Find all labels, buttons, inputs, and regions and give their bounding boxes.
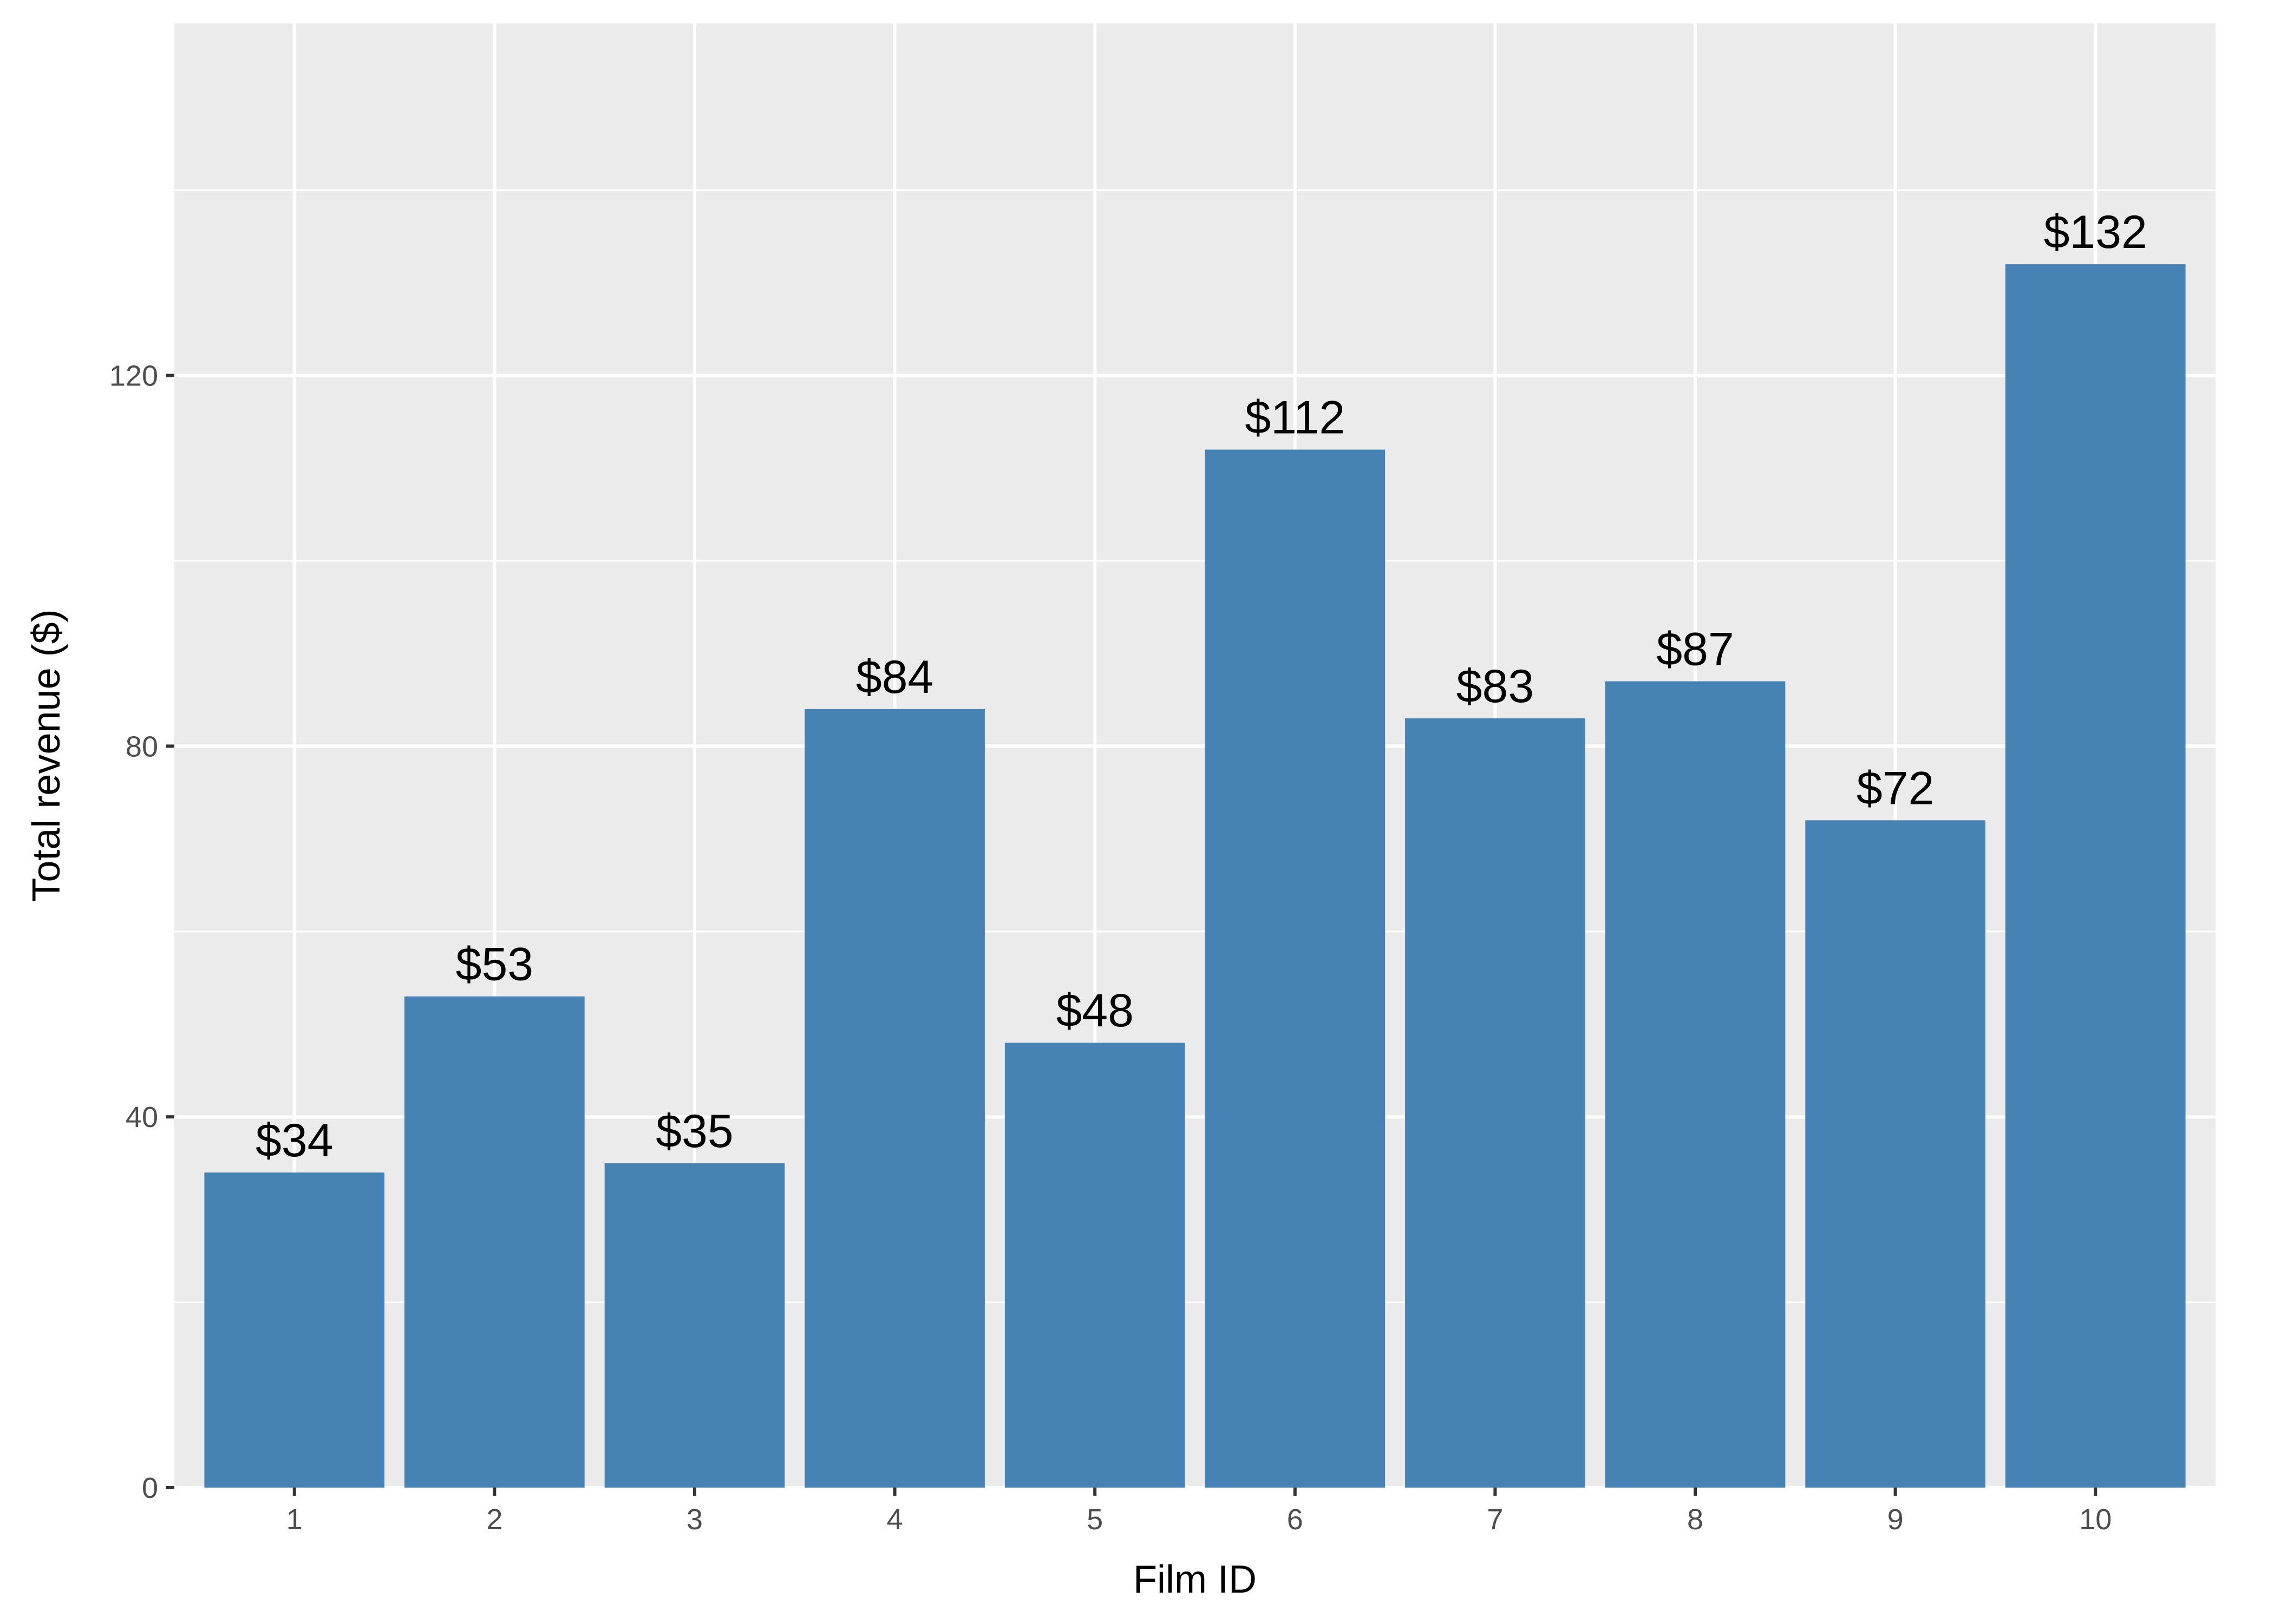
data-label: $34	[256, 1115, 334, 1167]
bar-film-3	[604, 1163, 785, 1488]
bar-film-10	[2005, 264, 2186, 1488]
data-label: $53	[456, 939, 534, 991]
y-tick-label: 120	[109, 360, 158, 392]
x-tick-label: 1	[286, 1503, 303, 1536]
bar-film-5	[1004, 1043, 1185, 1488]
data-label: $87	[1656, 624, 1734, 676]
x-tick-label: 6	[1287, 1503, 1303, 1536]
bar-film-7	[1405, 718, 1585, 1488]
data-label: $132	[2044, 206, 2147, 258]
bars	[204, 264, 2186, 1488]
bar-film-9	[1805, 820, 1985, 1488]
bar-film-4	[805, 709, 985, 1488]
bar-film-8	[1605, 681, 1786, 1488]
x-axis-title: Film ID	[1133, 1558, 1257, 1601]
x-tick-label: 7	[1487, 1503, 1503, 1536]
x-tick-label: 5	[1087, 1503, 1103, 1536]
x-tick-label: 2	[486, 1503, 502, 1536]
data-label: $48	[1056, 985, 1134, 1037]
bar-film-2	[404, 996, 585, 1488]
bar-film-1	[204, 1172, 385, 1488]
bar-film-6	[1205, 449, 1386, 1488]
data-label: $84	[856, 651, 934, 703]
x-tick-label: 9	[1887, 1503, 1904, 1536]
y-tick-label: 0	[142, 1472, 158, 1504]
x-axis: 1 2 3 4 5 6 7 8 9 10	[286, 1488, 2112, 1536]
data-label: $83	[1456, 660, 1534, 712]
data-label: $112	[1245, 392, 1345, 444]
y-tick-label: 80	[126, 730, 158, 763]
data-label: $35	[656, 1105, 734, 1157]
x-tick-label: 10	[2079, 1503, 2112, 1536]
data-labels: $34 $53 $35 $84 $48 $112 $83 $87 $72 $132	[256, 206, 2147, 1167]
y-axis-title: Total revenue ($)	[25, 609, 68, 901]
y-axis: 0 40 80 120	[109, 360, 174, 1504]
x-tick-label: 4	[887, 1503, 903, 1536]
x-tick-label: 8	[1687, 1503, 1703, 1536]
data-label: $72	[1857, 762, 1935, 814]
y-tick-label: 40	[126, 1101, 158, 1134]
x-tick-label: 3	[687, 1503, 703, 1536]
